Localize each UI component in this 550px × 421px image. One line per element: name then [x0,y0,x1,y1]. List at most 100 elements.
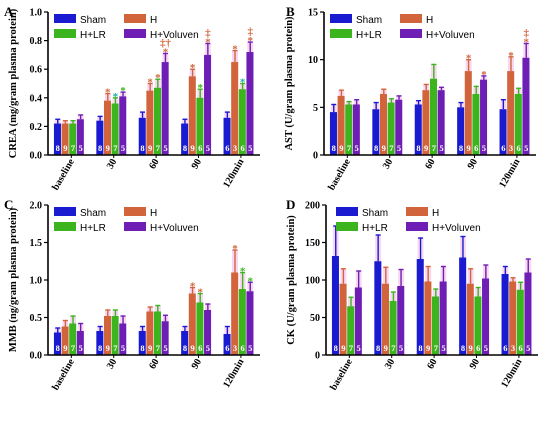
bar-h [422,90,430,155]
n-label: 9 [341,343,345,353]
n-label: 9 [339,143,343,153]
n-label: 5 [121,143,125,153]
legend-swatch [406,222,428,231]
significance-marker: ‡ [247,26,253,38]
legend-label: H+LR [356,30,382,41]
bar-h-voluven [76,119,84,155]
bar-h-voluven [204,54,212,155]
bar-sham [374,261,382,355]
legend: Sham H H+LR H+Voluven [54,14,199,41]
significance-marker: * [232,243,238,255]
n-label: 8 [56,143,60,153]
n-label: 3 [233,143,237,153]
bar-sham [53,332,61,355]
bar-h [466,283,474,355]
x-tick-label: baseline [328,357,355,393]
y-tick-label: 0.4 [30,93,43,104]
bar-h-voluven [480,79,488,155]
bar-h [381,283,389,355]
bar-h-lr [196,97,204,155]
bar-h-lr [516,289,524,355]
significance-marker: * [197,287,203,299]
n-label: 5 [526,343,530,353]
legend-label: Sham [80,208,106,219]
n-label: 9 [426,343,430,353]
n-label: 9 [148,343,152,353]
n-label: 7 [156,343,161,353]
n-label: 8 [332,143,336,153]
bar-h [103,100,111,155]
significance-marker: * [197,82,203,94]
n-label: 6 [225,343,229,353]
n-label: 7 [347,143,352,153]
legend-label: H+Voluven [150,30,199,41]
legend: Sham H H+LR H+Voluven [336,207,481,234]
bar-sham [414,104,422,155]
panel-letter: B [286,4,295,19]
y-tick-label: 0.0 [30,151,43,162]
bar-h-voluven [437,90,445,155]
significance-marker: * [240,266,246,278]
legend-swatch [330,29,352,38]
y-tick-label: 0.8 [30,36,43,47]
bar-sham [96,120,104,155]
significance-marker: * [113,91,119,103]
significance-marker: ‡† [160,37,172,49]
n-label: 8 [418,343,422,353]
n-label: 9 [424,143,428,153]
n-label: 3 [509,143,513,153]
n-label: 9 [382,143,386,153]
bar-h-lr [430,78,438,155]
bar-h-voluven [524,272,532,355]
n-label: 5 [484,343,488,353]
n-label: 5 [206,143,210,153]
n-label: 5 [397,143,401,153]
n-label: 5 [355,143,359,153]
y-axis-label: AST (U/gram plasma protein) [284,16,295,151]
n-label: 6 [503,343,507,353]
y-axis-label: MMB (ng/gram plasma protein) [8,207,19,352]
bar-h [337,95,345,155]
n-label: 8 [183,343,187,353]
bar-sham [138,331,146,355]
n-label: 8 [183,143,187,153]
y-tick-label: 1.0 [30,8,43,19]
bar-sham [181,331,189,355]
y-tick-label: 0 [315,351,320,362]
significance-marker: * [481,69,487,81]
n-label: 5 [121,343,125,353]
legend-swatch [124,207,146,216]
bar-h [231,272,239,355]
n-label: 5 [524,143,528,153]
significance-marker: * [163,46,169,58]
n-label: 6 [501,143,505,153]
legend-label: H+LR [80,223,106,234]
legend-label: H+Voluven [432,223,481,234]
legend-label: H [432,208,439,219]
legend-swatch [124,222,146,231]
bar-h-voluven [119,96,127,155]
legend: Sham H H+LR H+Voluven [54,207,199,234]
bar-h-voluven [395,99,403,155]
bar-sham [138,117,146,155]
significance-marker: * [232,44,238,56]
bar-h-voluven [76,331,84,355]
bar-sham [372,109,380,155]
significance-marker: * [240,77,246,89]
bar-sham [223,334,231,355]
n-label: 6 [240,343,244,353]
n-label: 6 [476,343,480,353]
legend-swatch [336,207,358,216]
n-label: 6 [516,143,520,153]
legend-swatch [406,207,428,216]
n-label: 5 [248,143,252,153]
bar-h-lr [238,89,246,155]
legend-swatch [54,29,76,38]
legend-label: Sham [80,15,106,26]
legend-label: H [150,15,157,26]
panel-letter: D [286,197,295,212]
bar-h-lr [347,306,355,355]
x-tick-label: 30 [105,357,120,371]
